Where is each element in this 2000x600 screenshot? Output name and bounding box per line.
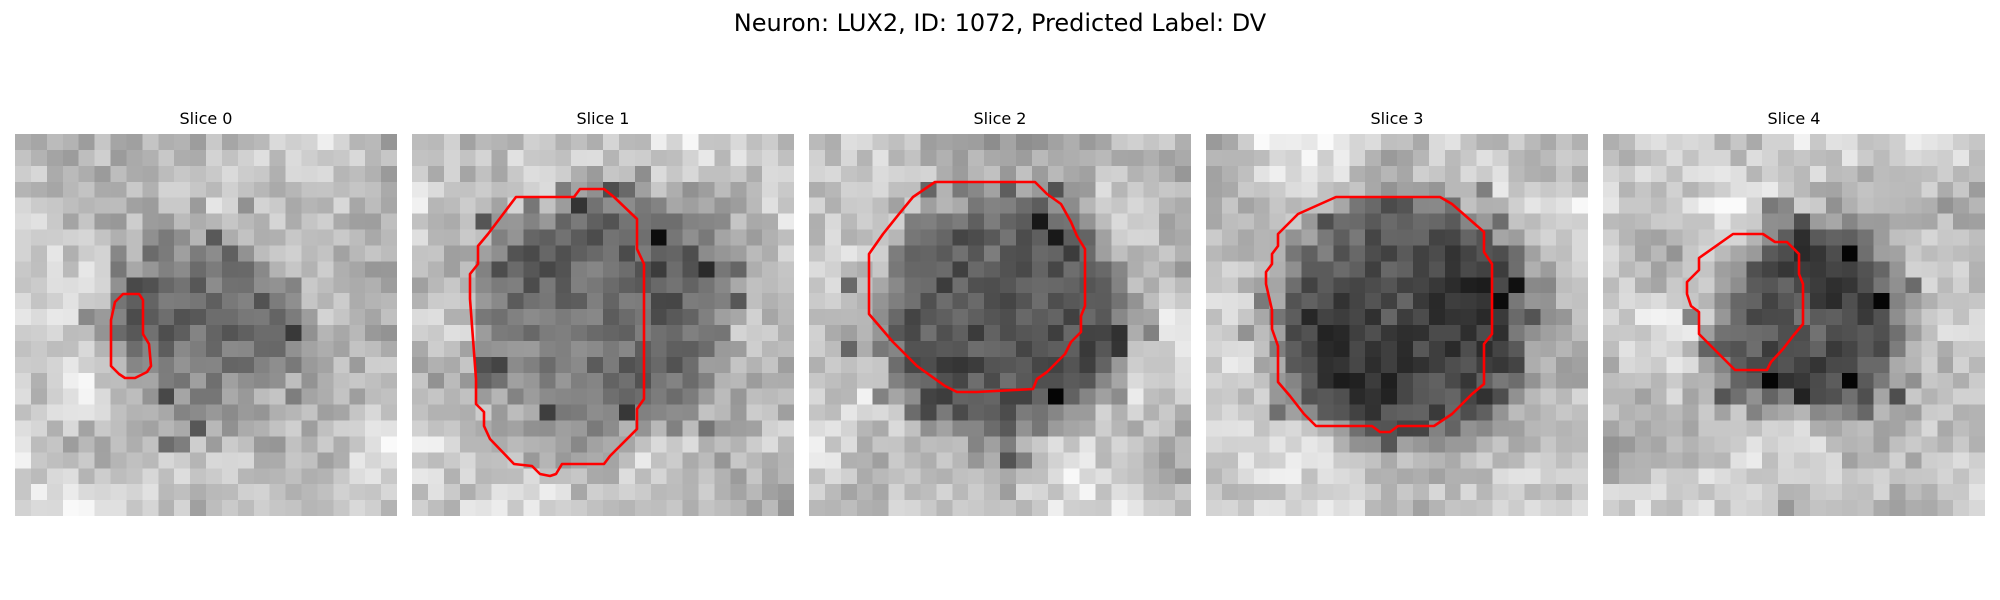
slice-2-image — [809, 134, 1191, 516]
slice-3-image — [1206, 134, 1588, 516]
slice-pixel-grid — [1206, 134, 1588, 516]
slice-pixel-grid — [15, 134, 397, 516]
segmentation-outline — [109, 292, 153, 380]
slice-2-title: Slice 2 — [973, 109, 1027, 128]
slice-4-image — [1603, 134, 1985, 516]
segmentation-outline — [1685, 232, 1805, 372]
slice-1-title: Slice 1 — [576, 109, 630, 128]
segmentation-outline — [867, 180, 1087, 394]
slice-0-image — [15, 134, 397, 516]
slice-3-title: Slice 3 — [1370, 109, 1424, 128]
slice-pixel-grid — [809, 134, 1191, 516]
slice-pixel-grid — [1603, 134, 1985, 516]
slice-0-title: Slice 0 — [179, 109, 233, 128]
segmentation-outline — [468, 187, 646, 478]
slice-4-title: Slice 4 — [1767, 109, 1821, 128]
figure-title: Neuron: LUX2, ID: 1072, Predicted Label:… — [733, 9, 1267, 37]
segmentation-outline — [1264, 195, 1494, 434]
slice-pixel-grid — [412, 134, 794, 516]
slice-1-image — [412, 134, 794, 516]
